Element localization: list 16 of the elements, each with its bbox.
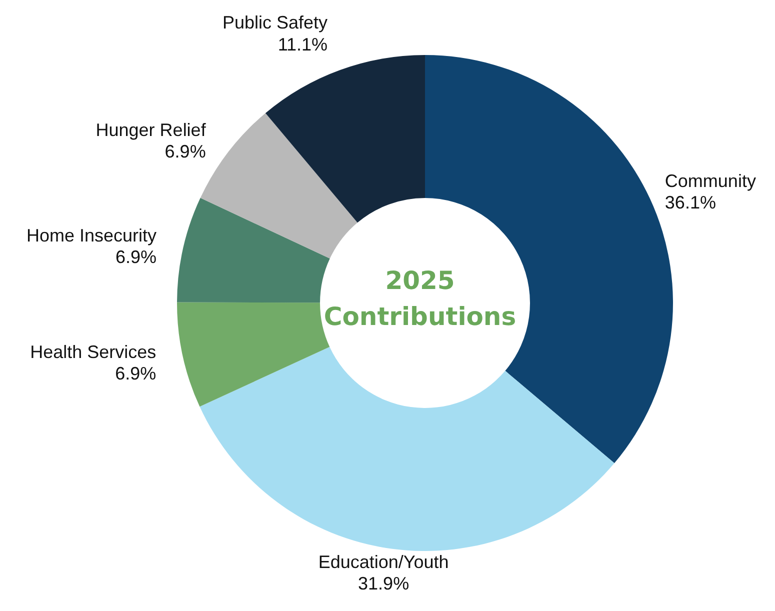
donut-slice bbox=[200, 346, 614, 551]
slice-label: Health Services bbox=[30, 342, 156, 362]
slice-label: Home Insecurity bbox=[26, 225, 157, 246]
data-label: 11.1% bbox=[278, 34, 328, 54]
data-label: 6.9% bbox=[164, 142, 206, 162]
slice-label: Community bbox=[664, 170, 756, 191]
slice-label: Public Safety bbox=[222, 12, 328, 33]
data-label: 6.9% bbox=[115, 246, 157, 267]
data-label: 36.1% bbox=[664, 192, 716, 212]
slice-label: Education/Youth bbox=[318, 552, 449, 572]
text: 2025 Contributions bbox=[324, 266, 516, 331]
data-label: 31.9% bbox=[358, 574, 410, 594]
donut-slice bbox=[177, 198, 330, 303]
donut-slice bbox=[265, 55, 425, 223]
data-label: 6.9% bbox=[115, 363, 156, 384]
slice-label: Hunger Relief bbox=[96, 120, 207, 140]
